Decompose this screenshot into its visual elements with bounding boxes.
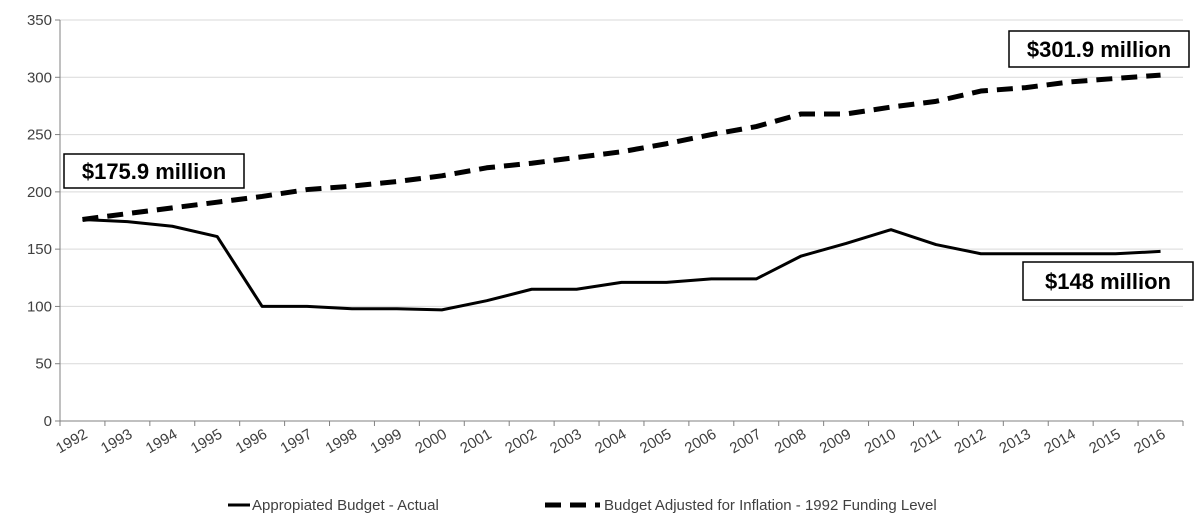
x-tick-label: 2002: [502, 426, 539, 457]
x-tick-label: 2006: [682, 426, 719, 457]
x-tick-label: 2008: [772, 426, 809, 457]
y-tick-label: 150: [27, 241, 52, 258]
x-tick-label: 2012: [951, 426, 988, 457]
x-tick-label: 1993: [98, 426, 135, 457]
x-tick-label: 1998: [323, 426, 360, 457]
y-tick-label: 100: [27, 298, 52, 315]
x-tick-label: 2014: [1041, 426, 1078, 457]
y-tick-label: 300: [27, 69, 52, 86]
x-tick-label: 2001: [457, 426, 494, 457]
x-tick-label: 2007: [727, 426, 764, 457]
legend-label: Budget Adjusted for Inflation - 1992 Fun…: [604, 497, 937, 514]
x-axis-tick-labels: 1992 1993 1994 1995 1996 1997 1998 1999 2000 2001…: [53, 426, 1168, 457]
annotation-box: [63, 153, 245, 189]
x-tick-label: 2004: [592, 426, 629, 457]
legend: Appropiated Budget - Actual Budget Adjust…: [228, 497, 937, 514]
x-tick-label: 1995: [188, 426, 225, 457]
legend-label: Appropiated Budget - Actual: [252, 497, 439, 514]
x-tick-label: 1992: [53, 426, 90, 457]
y-tick-label: 200: [27, 184, 52, 201]
y-tick-label: 0: [44, 413, 52, 430]
x-tick-label: 2011: [907, 426, 943, 457]
gridlines: [55, 19, 1183, 422]
annotation-callout: $148 million: [1022, 261, 1194, 301]
data-series: [82, 72, 1161, 312]
x-tick-label: 2005: [637, 426, 674, 457]
axes: [59, 20, 1184, 426]
x-tick-label: 1999: [367, 426, 404, 457]
x-tick-label: 2015: [1086, 426, 1123, 457]
annotation-callout: $175.9 million: [63, 153, 245, 189]
series-line-actual-budget: [82, 217, 1161, 312]
x-tick-label: 2009: [817, 426, 854, 457]
annotation-label: $175.9 million: [82, 159, 226, 184]
y-axis-tick-labels: 0 50 100 150 200 250 300 350: [27, 12, 52, 430]
annotation-label: $148 million: [1045, 269, 1171, 294]
x-tick-label: 2010: [862, 426, 899, 457]
x-tick-label: 1996: [233, 426, 270, 457]
series-line-inflation-adjusted: [82, 72, 1161, 222]
x-tick-label: 2000: [412, 426, 449, 457]
annotation-callout: $301.9 million: [1008, 30, 1190, 68]
x-tick-label: 2016: [1131, 426, 1168, 457]
y-tick-label: 350: [27, 12, 52, 29]
y-tick-label: 50: [35, 356, 52, 373]
x-tick-label: 2003: [547, 426, 584, 457]
x-tick-label: 2013: [996, 426, 1033, 457]
legend-entry: Appropiated Budget - Actual: [228, 497, 439, 514]
callout-annotations: $175.9 million $301.9 million $148 million: [63, 30, 1194, 301]
legend-entry: Budget Adjusted for Inflation - 1992 Fun…: [545, 497, 937, 514]
y-tick-label: 250: [27, 127, 52, 144]
annotation-label: $301.9 million: [1027, 37, 1171, 62]
annotation-box: [1008, 30, 1190, 68]
x-tick-label: 1997: [278, 426, 315, 457]
x-tick-label: 1994: [143, 426, 180, 457]
annotation-box: [1022, 261, 1194, 301]
